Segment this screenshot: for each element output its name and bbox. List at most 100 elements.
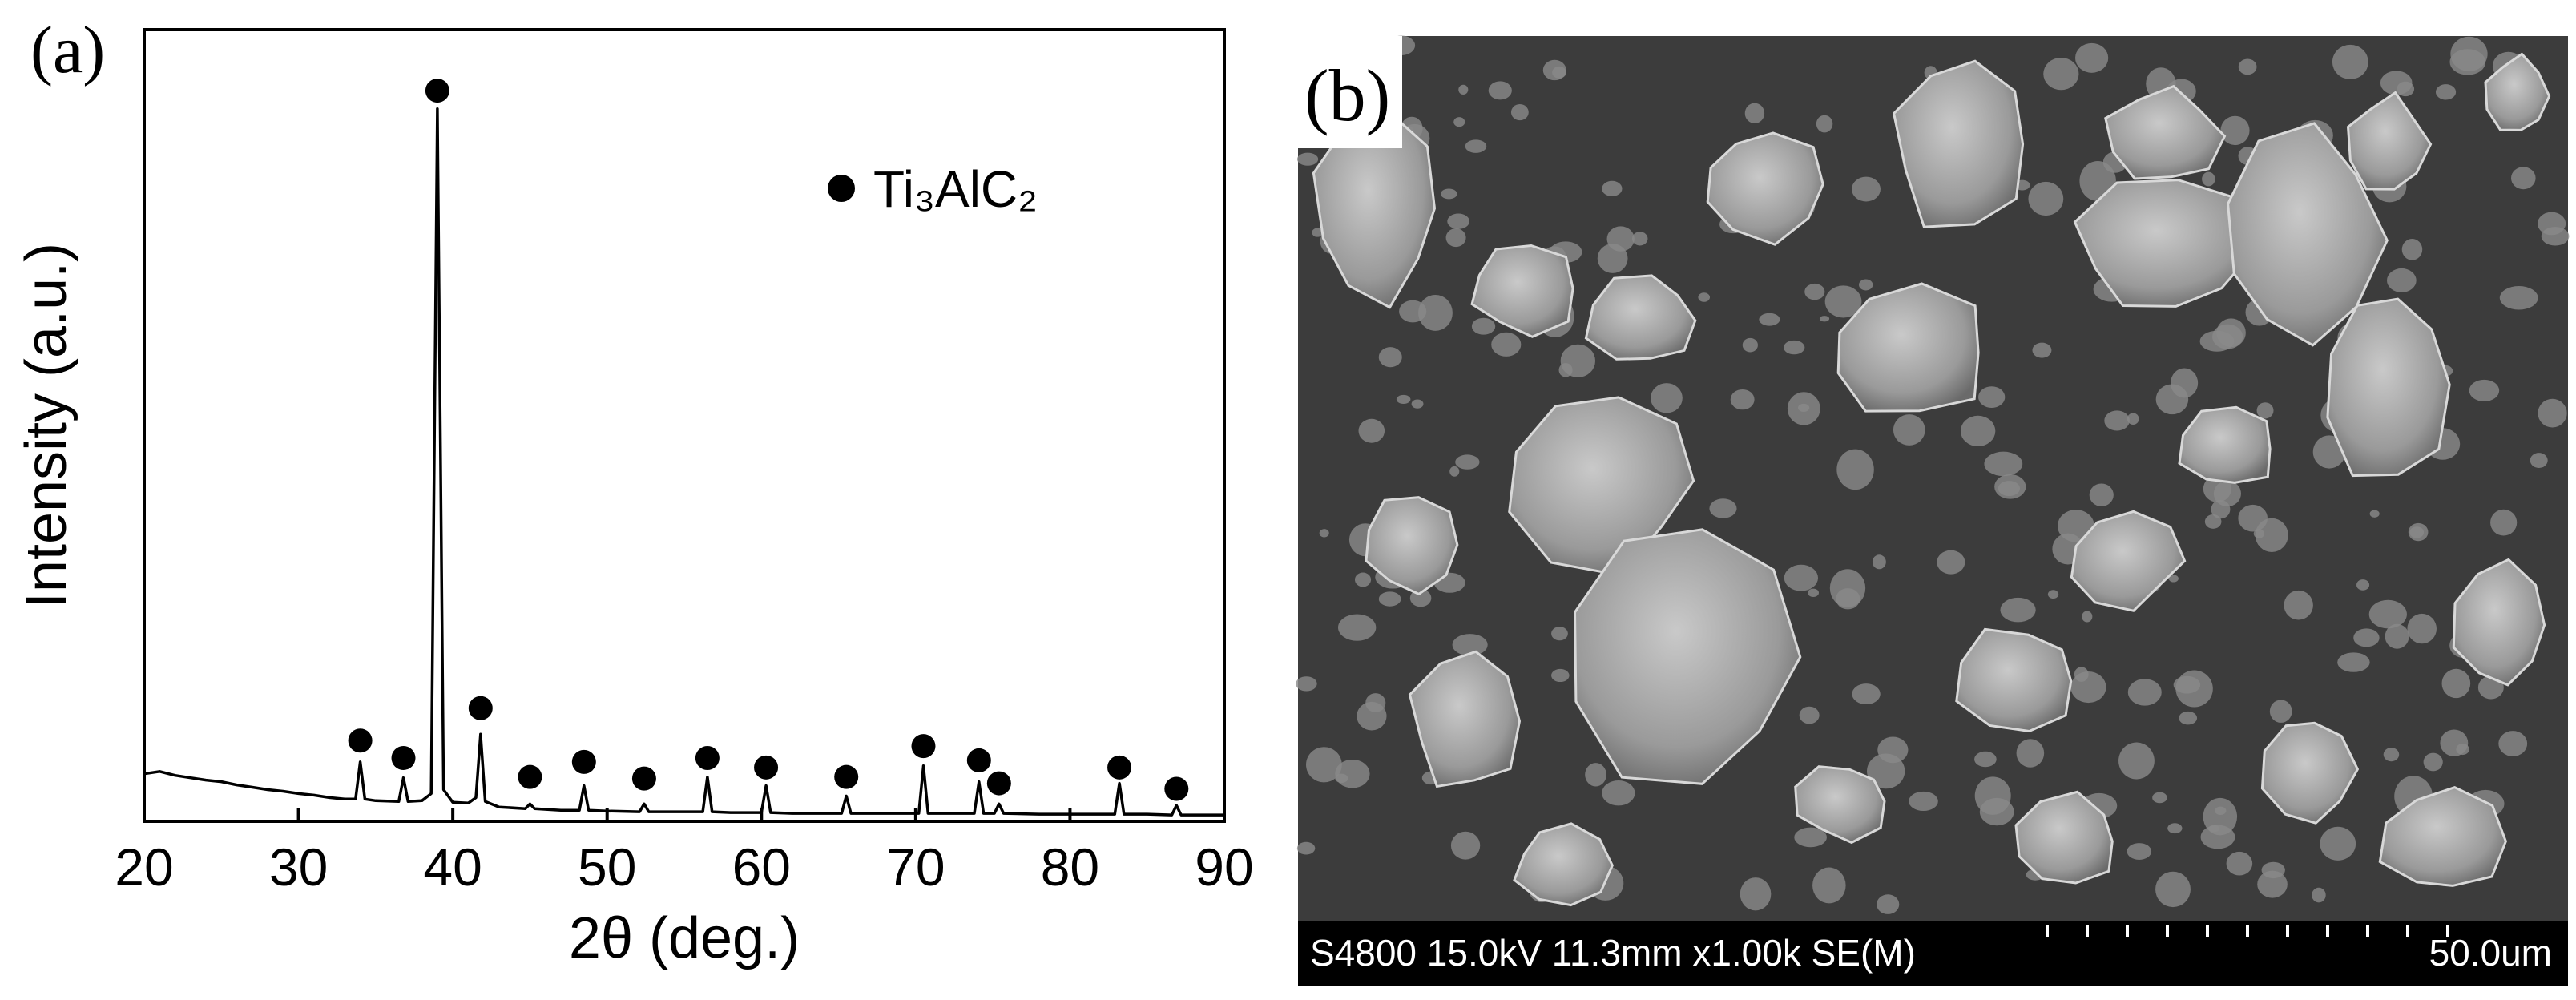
small-particle <box>1491 332 1522 357</box>
small-particle <box>1445 228 1466 248</box>
peak-marker <box>631 766 656 791</box>
x-tick-label: 60 <box>732 837 791 897</box>
peak-marker <box>1107 755 1132 780</box>
small-particle <box>2082 611 2093 623</box>
sem-info: S4800 15.0kV 11.3mm x1.00k SE(M) <box>1310 932 1916 974</box>
small-particle <box>1960 415 1996 447</box>
peak-marker <box>425 79 449 103</box>
small-particle <box>2257 870 2288 898</box>
small-particle <box>1458 84 1469 95</box>
small-particle <box>2409 526 2425 538</box>
small-particle <box>1447 213 1470 229</box>
plot-frame <box>143 28 1226 823</box>
large-particle <box>1408 650 1522 788</box>
small-particle <box>1909 791 1938 812</box>
small-particle <box>2538 398 2567 428</box>
small-particle <box>1877 894 1900 914</box>
small-particle <box>1602 180 1623 197</box>
small-particle <box>1365 693 1386 712</box>
small-particle <box>2320 826 2356 861</box>
legend-label: Ti₃AlC₂ <box>873 160 1038 218</box>
large-particle <box>1365 496 1459 596</box>
small-particle <box>2074 42 2109 73</box>
large-particle <box>2452 558 2546 687</box>
small-particle <box>1453 117 1465 127</box>
small-particle <box>2407 613 2437 644</box>
small-particle <box>1730 389 1755 410</box>
peak-marker <box>518 764 542 789</box>
small-particle <box>1787 392 1820 425</box>
x-tick-label: 80 <box>1041 837 1099 897</box>
sem-panel: (b) S4800 15.0kV 11.3mm x1.00k SE(M) 50.… <box>1296 35 2570 986</box>
small-particle <box>1338 614 1377 641</box>
small-particle <box>1465 139 1487 153</box>
small-particle <box>2118 742 2155 780</box>
large-particle <box>1470 244 1574 338</box>
small-particle <box>1808 588 1820 597</box>
legend-marker <box>828 175 855 202</box>
small-particle <box>2401 238 2423 260</box>
small-particle <box>2167 823 2183 834</box>
large-particle <box>2326 297 2451 478</box>
small-particle <box>2202 171 2215 187</box>
large-particle <box>2014 790 2114 885</box>
small-particle <box>1858 279 1873 291</box>
small-particle <box>1799 706 1820 724</box>
small-particle <box>2337 652 2370 672</box>
small-particle <box>1784 564 1819 591</box>
small-particle <box>2284 590 2313 620</box>
large-particle <box>2073 179 2258 308</box>
small-particle <box>1450 831 1481 860</box>
small-particle <box>1812 867 1846 904</box>
small-particle <box>2255 518 2288 552</box>
large-particle <box>1584 274 1697 361</box>
peak-marker <box>966 748 991 772</box>
small-particle <box>1296 152 1319 166</box>
small-particle <box>2312 435 2346 469</box>
large-particle <box>1312 111 1437 309</box>
small-particle <box>1296 841 1316 855</box>
small-particle <box>2312 887 2326 903</box>
peak-marker <box>468 696 493 720</box>
small-particle <box>2383 748 2400 762</box>
large-particle <box>2346 91 2433 191</box>
small-particle <box>1872 554 1886 570</box>
small-particle <box>2028 181 2064 216</box>
x-tick-label: 20 <box>115 837 173 897</box>
small-particle <box>2104 410 2130 431</box>
small-particle <box>1651 383 1683 413</box>
peak-marker <box>695 745 720 770</box>
small-particle <box>1452 634 1488 656</box>
panel-label: (b) <box>1304 54 1390 136</box>
small-particle <box>2256 402 2274 419</box>
small-particle <box>1296 676 1317 692</box>
small-particle <box>2356 579 2370 591</box>
small-particle <box>2155 871 2191 908</box>
small-particle <box>1709 498 1737 518</box>
small-particle <box>1804 283 1825 300</box>
small-particle <box>1984 451 2023 477</box>
small-particle <box>2016 739 2045 768</box>
y-axis-label: Intensity (a.u.) <box>14 243 79 608</box>
small-particle <box>1824 285 1862 318</box>
small-particle <box>1354 572 1372 587</box>
small-particle <box>2200 825 2235 849</box>
small-particle <box>2538 212 2566 236</box>
small-particle <box>1551 627 1568 641</box>
small-particle <box>2220 115 2250 146</box>
small-particle <box>1560 344 1596 377</box>
small-particle <box>1471 317 1496 335</box>
peak-marker <box>348 728 373 753</box>
large-particle <box>2260 721 2360 825</box>
small-particle <box>1742 337 1758 353</box>
particles <box>1296 35 2570 914</box>
small-particle <box>1455 454 1480 470</box>
small-particle <box>1312 228 1323 237</box>
small-particle <box>2127 413 2139 425</box>
peak-marker <box>911 734 936 759</box>
small-particle <box>2385 623 2409 649</box>
scale-bar <box>2046 925 2449 938</box>
small-particle <box>2530 453 2548 469</box>
small-particle <box>1597 244 1628 273</box>
panel-label: (a) <box>30 13 105 87</box>
